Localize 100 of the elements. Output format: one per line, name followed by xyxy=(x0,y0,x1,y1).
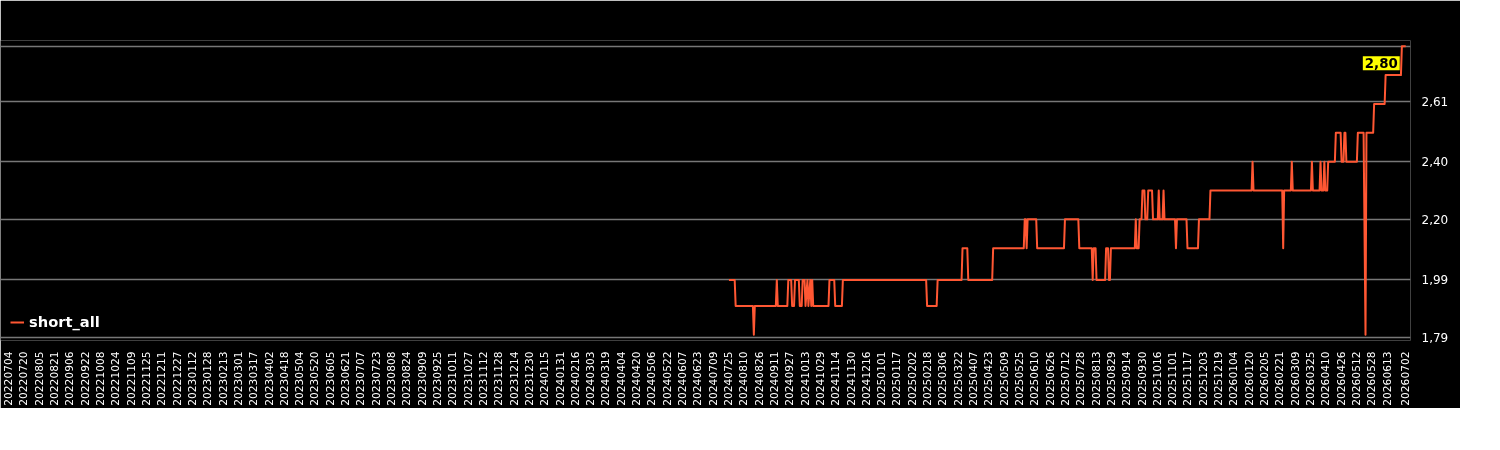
x-tick-label: 20260512 xyxy=(1349,351,1363,406)
x-tick-label: 20260309 xyxy=(1288,351,1302,406)
x-tick-label: 20221227 xyxy=(170,351,184,406)
x-tick-label: 20260528 xyxy=(1365,351,1379,406)
x-tick-label: 20250914 xyxy=(1120,351,1134,406)
x-tick-label: 20230808 xyxy=(385,351,399,406)
x-tick-label: 20220922 xyxy=(78,351,92,406)
x-tick-label: 20230418 xyxy=(277,351,291,406)
x-tick-label: 20240810 xyxy=(737,351,751,406)
x-tick-label: 20231112 xyxy=(476,351,490,406)
y-tick-label: 1,99 xyxy=(1421,273,1449,288)
x-tick-label: 20250218 xyxy=(921,351,935,406)
x-tick-label: 20240506 xyxy=(645,351,659,406)
x-tick-label: 20260120 xyxy=(1242,351,1256,406)
x-tick-label: 20240826 xyxy=(752,351,766,406)
x-tick-label: 20230605 xyxy=(323,351,337,406)
x-tick-label: 20230723 xyxy=(369,351,383,406)
x-tick-label: 20240623 xyxy=(691,351,705,406)
x-tick-label: 20230707 xyxy=(354,351,368,406)
x-tick-label: 20240319 xyxy=(599,351,613,406)
x-tick-label: 20230112 xyxy=(185,351,199,406)
x-tick-label: 20250101 xyxy=(875,351,889,406)
x-tick-label: 20250813 xyxy=(1089,351,1103,406)
x-tick-label: 20230909 xyxy=(415,351,429,406)
x-tick-label: 20251203 xyxy=(1196,351,1210,406)
x-tick-label: 20260702 xyxy=(1398,351,1412,406)
x-tick-label: 20231128 xyxy=(492,351,506,406)
x-tick-label: 20240522 xyxy=(660,351,674,406)
x-tick-label: 20260325 xyxy=(1303,351,1317,406)
x-tick-label: 20230213 xyxy=(216,351,230,406)
legend-label: short_all xyxy=(29,313,100,330)
x-tick-label: 20240709 xyxy=(706,351,720,406)
x-tick-label: 20230317 xyxy=(247,351,261,406)
x-tick-label: 20221109 xyxy=(124,351,138,406)
x-tick-label: 20251117 xyxy=(1181,351,1195,406)
x-tick-label: 20250525 xyxy=(1012,351,1026,406)
x-tick-label: 20260426 xyxy=(1334,351,1348,406)
x-tick-label: 20230402 xyxy=(262,351,276,406)
x-tick-label: 20250407 xyxy=(967,351,981,406)
x-tick-label: 20250728 xyxy=(1074,351,1088,406)
x-tick-label: 20240303 xyxy=(584,351,598,406)
line-series xyxy=(727,45,1407,336)
x-tick-label: 20230824 xyxy=(400,351,414,406)
x-tick-label: 20230621 xyxy=(339,351,353,406)
x-tick-label: 20240216 xyxy=(568,351,582,406)
x-tick-label: 20230301 xyxy=(231,351,245,406)
x-tick-label: 20220720 xyxy=(17,351,31,406)
x-tick-label: 20240911 xyxy=(767,351,781,406)
x-tick-label: 20241130 xyxy=(844,351,858,406)
x-tick-label: 20221125 xyxy=(140,351,153,406)
x-tick-label: 20250610 xyxy=(1028,351,1042,406)
x-tick-label: 20230520 xyxy=(308,351,322,406)
x-tick-label: 20240607 xyxy=(676,351,690,406)
y-tick-label: 1,79 xyxy=(1421,331,1449,346)
x-tick-label: 20241216 xyxy=(859,351,873,406)
x-tick-label: 20250322 xyxy=(951,351,965,406)
x-tick-label: 20240404 xyxy=(614,351,628,406)
x-tick-label: 20240420 xyxy=(630,351,644,406)
x-tick-label: 20221211 xyxy=(155,351,169,406)
x-tick-label: 20230128 xyxy=(201,351,215,406)
x-tick-label: 20220704 xyxy=(2,351,16,406)
x-tick-label: 20260410 xyxy=(1319,351,1333,406)
x-tick-label: 20260613 xyxy=(1380,351,1394,406)
x-tick-label: 20241114 xyxy=(829,351,843,406)
x-tick-label: 20241013 xyxy=(798,351,812,406)
x-tick-label: 20250712 xyxy=(1058,351,1072,406)
y-tick-label: 2,20 xyxy=(1421,212,1449,227)
x-tick-label: 20250930 xyxy=(1135,351,1149,406)
x-tick-label: 20250306 xyxy=(936,351,950,406)
x-tick-label: 20231011 xyxy=(446,351,460,406)
x-tick-label: 20250829 xyxy=(1104,351,1118,406)
y-tick-label: 2,61 xyxy=(1421,94,1449,109)
x-tick-label: 20250626 xyxy=(1043,351,1057,406)
x-tick-label: 20220821 xyxy=(48,351,62,406)
x-tick-label: 20250202 xyxy=(905,351,919,406)
x-tick-label: 20240725 xyxy=(721,351,735,406)
x-tick-label: 20240927 xyxy=(783,351,797,406)
x-tick-label: 20220906 xyxy=(63,351,77,406)
x-tick-label: 20231230 xyxy=(522,351,536,406)
y-tick-label: 2,40 xyxy=(1421,155,1449,170)
x-tick-label: 20231214 xyxy=(507,351,521,406)
x-tick-label: 20250117 xyxy=(890,351,904,406)
x-tick-label: 20241029 xyxy=(813,351,827,406)
annotation: 2,80 xyxy=(1364,56,1398,72)
x-tick-label: 20260221 xyxy=(1273,351,1287,406)
x-tick-label: 20251016 xyxy=(1150,351,1164,406)
x-tick-label: 20240115 xyxy=(538,351,552,406)
x-tick-label: 20230504 xyxy=(293,351,307,406)
x-tick-label: 20230925 xyxy=(431,351,444,406)
x-tick-label: 20251219 xyxy=(1212,351,1226,406)
x-tick-label: 20250423 xyxy=(982,351,996,406)
x-tick-label: 20250509 xyxy=(997,351,1011,406)
x-tick-label: 20251101 xyxy=(1166,351,1180,406)
x-tick-label: 20221008 xyxy=(94,351,108,406)
x-tick-label: 20220805 xyxy=(32,351,46,406)
x-tick-label: 20260205 xyxy=(1258,351,1272,406)
x-tick-label: 20231027 xyxy=(461,351,475,406)
x-tick-label: 20221024 xyxy=(109,351,123,406)
x-tick-label: 20240131 xyxy=(553,351,567,406)
x-tick-label: 20260104 xyxy=(1227,351,1241,406)
